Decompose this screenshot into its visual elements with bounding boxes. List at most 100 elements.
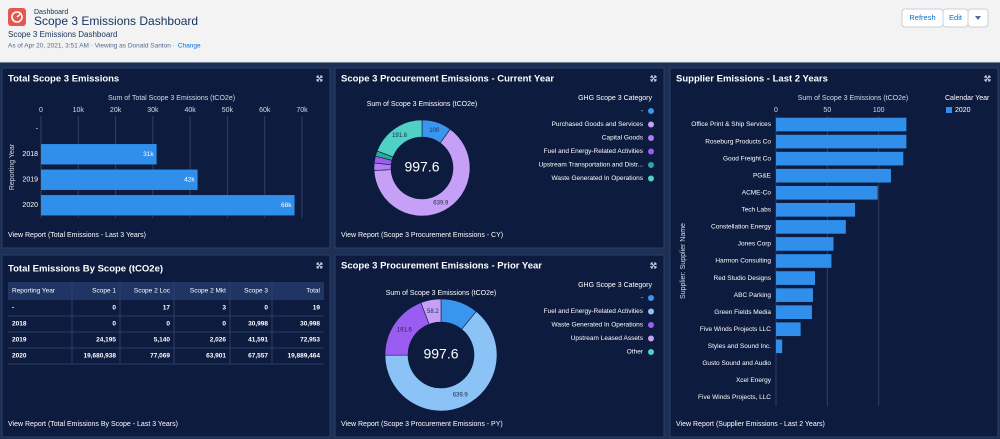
legend-swatch [648, 148, 654, 155]
table-cell: 41,591 [248, 337, 268, 344]
y-tick-label: 2020 [22, 202, 38, 209]
donut-total: 997.6 [423, 346, 458, 362]
expand-icon[interactable] [316, 75, 323, 82]
bar [776, 220, 846, 234]
x-tick-label: 50k [222, 107, 234, 114]
legend-swatch [648, 108, 654, 114]
y-tick-label: Office Print & Ship Services [691, 121, 771, 128]
legend-label: 2020 [955, 107, 971, 114]
view-report-link[interactable]: View Report (Total Emissions - Last 3 Ye… [8, 232, 146, 239]
bar [41, 169, 198, 190]
legend-swatch [648, 308, 654, 315]
bar [776, 288, 813, 302]
donut-slice [420, 298, 442, 325]
bar [776, 168, 891, 183]
table-cell: 0 [166, 321, 170, 328]
x-tick-label: 0 [774, 107, 778, 114]
y-tick-label: Red Studio Designs [714, 275, 772, 282]
y-tick-label: Styles and Sound Inc. [708, 343, 771, 350]
legend-swatch [648, 295, 654, 301]
table-cell: 5,140 [154, 337, 171, 344]
table-cell: 24,195 [96, 337, 116, 344]
y-axis-title: Reporting Year [9, 143, 16, 190]
legend-title: GHG Scope 3 Category [578, 282, 652, 289]
y-tick-label: Good Freight Co [723, 155, 771, 162]
table-cell: 0 [112, 321, 116, 328]
button-label[interactable]: Edit [949, 13, 963, 22]
legend-label: - [641, 108, 643, 115]
y-tick-label: Five Winds Projects, LLC [698, 394, 771, 401]
x-tick-label: 20k [110, 107, 122, 114]
view-report-link[interactable]: View Report (Total Emissions By Scope - … [8, 421, 178, 428]
legend-label: Fuel and Energy-Related Activities [544, 148, 644, 155]
y-tick-label: 2018 [22, 151, 38, 158]
bar [776, 271, 816, 285]
y-tick-label: Five Winds Projects LLC [700, 326, 771, 333]
dashboard-icon-glyph [16, 13, 21, 18]
y-tick-label: Gusto Sound and Audio [702, 360, 771, 367]
slice-label: 191.6 [392, 133, 408, 139]
view-report-link[interactable]: View Report (Scope 3 Procurement Emissio… [341, 232, 503, 239]
change-link[interactable]: Change [178, 43, 201, 50]
bar [776, 339, 783, 354]
y-tick-label: Green Fields Media [714, 309, 771, 316]
x-axis-title: Sum of Total Scope 3 Emissions (tCO2e) [108, 95, 235, 102]
expand-icon[interactable] [316, 262, 323, 269]
legend-label: Purchased Goods and Services [552, 121, 644, 128]
page-subtitle: Scope 3 Emissions Dashboard [8, 30, 117, 39]
legend-swatch [648, 349, 654, 355]
table-cell: - [12, 305, 14, 312]
view-report-link[interactable]: View Report (Scope 3 Procurement Emissio… [341, 421, 503, 428]
button-label[interactable]: Refresh [909, 13, 935, 22]
dropdown-caret[interactable] [975, 16, 981, 20]
bar [776, 305, 812, 319]
x-tick-label: 10k [73, 107, 85, 114]
table-cell: 2020 [12, 353, 27, 360]
bar [776, 254, 832, 268]
legend-swatch [648, 162, 654, 168]
bar [41, 144, 157, 165]
y-tick-label: PG&E [753, 172, 772, 179]
legend-label: Waste Generated In Operations [551, 175, 643, 182]
table-cell: 3 [222, 305, 226, 312]
column-header: Scope 1 [92, 288, 116, 295]
view-report-link[interactable]: View Report (Supplier Emissions - Last 2… [676, 421, 825, 428]
table-cell: 77,069 [150, 353, 170, 360]
x-axis-title: Sum of Scope 3 Emissions (tCO2e) [798, 95, 909, 102]
x-tick-label: 50 [823, 107, 831, 114]
legend-label: Capital Goods [602, 135, 644, 142]
x-tick-label: 0 [39, 107, 43, 114]
chart-subtitle: Sum of Scope 3 Emissions (tCO2e) [367, 101, 478, 108]
legend-swatch [648, 322, 654, 328]
expand-icon[interactable] [650, 75, 657, 82]
table-cell: 67,557 [248, 353, 268, 360]
y-axis-title: Supplier: Supplier Name [680, 223, 687, 299]
y-tick-label: - [36, 126, 39, 133]
slice-label: 639.9 [453, 393, 469, 399]
column-header: Scope 3 [244, 288, 268, 295]
donut-slice [384, 311, 498, 412]
dashboard-icon-glyph [11, 11, 23, 23]
slice-label: 58.2 [427, 309, 439, 315]
expand-icon[interactable] [650, 262, 657, 269]
table-cell: 2018 [12, 321, 27, 328]
value-label: 31k [143, 151, 154, 158]
column-header: Scope 2 Loc [134, 288, 171, 295]
bar [776, 237, 834, 251]
bar [776, 151, 904, 166]
table-cell: 0 [264, 305, 268, 312]
breadcrumb: Dashboard [34, 9, 68, 16]
panel-title: Total Emissions By Scope (tCO2e) [8, 264, 163, 275]
expand-icon[interactable] [984, 75, 991, 82]
table-cell: 72,953 [300, 337, 320, 344]
x-tick-label: 40k [184, 107, 196, 114]
y-tick-label: Harmon Consulting [715, 258, 771, 265]
bar [776, 185, 878, 200]
page-title: Scope 3 Emissions Dashboard [34, 14, 198, 28]
y-tick-label: 2019 [22, 177, 38, 184]
legend-label: Upstream Transportation and Distr... [539, 162, 644, 169]
x-tick-label: 100 [873, 107, 885, 114]
y-tick-label: Xcel Energy [736, 377, 772, 384]
y-tick-label: Constellation Energy [711, 224, 772, 231]
bar [776, 134, 907, 149]
